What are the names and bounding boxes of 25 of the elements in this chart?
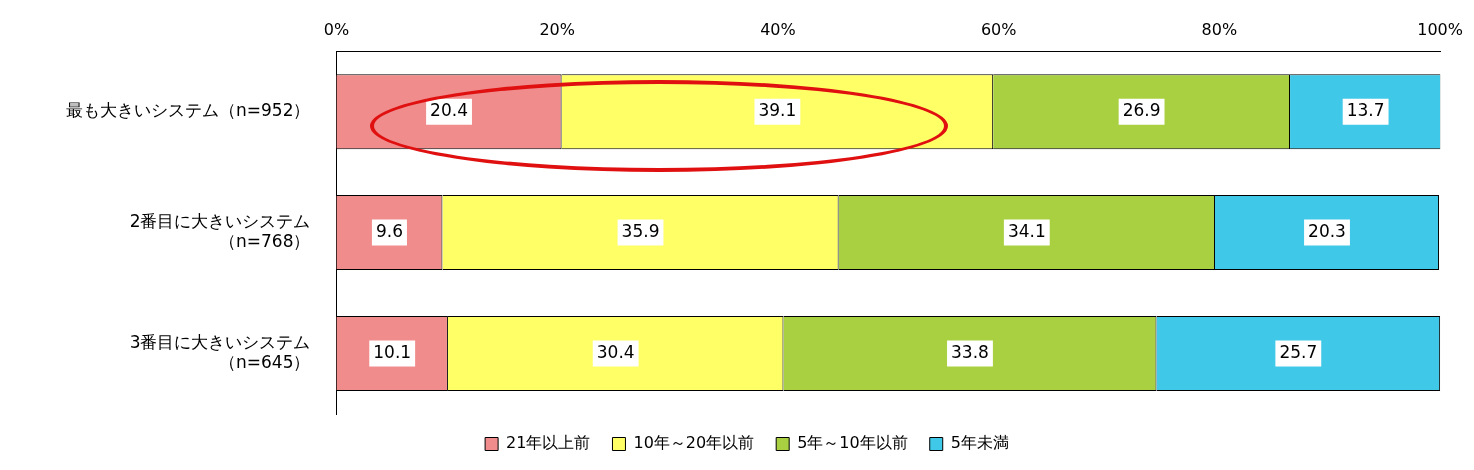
data-label: 20.3: [1308, 221, 1346, 242]
data-label: 26.9: [1122, 100, 1161, 121]
data-label: 10.1: [373, 341, 412, 362]
y-tick-label: 2番目に大きいシステム（n=768）: [129, 210, 311, 252]
x-tick-label: 20%: [539, 19, 575, 39]
data-label: 25.7: [1279, 341, 1318, 362]
legend-label: 5年未満: [950, 433, 1009, 453]
data-label: 30.4: [596, 341, 635, 362]
data-label: 33.8: [951, 341, 989, 362]
data-label: 39.1: [758, 100, 797, 121]
x-tick-label: 0%: [323, 19, 350, 39]
legend-label: 10年～20年以前: [633, 433, 755, 453]
x-tick-label: 80%: [1201, 19, 1238, 39]
legend-label: 21年以上前: [506, 433, 591, 453]
x-tick-label: 60%: [980, 19, 1017, 39]
y-tick-label: 最も大きいシステム（n=952）: [66, 100, 311, 121]
data-label: 20.4: [430, 100, 468, 121]
data-label: 9.6: [375, 221, 403, 242]
data-label: 35.9: [621, 221, 660, 242]
data-label: 13.7: [1346, 100, 1385, 121]
y-tick-label: 3番目に大きいシステム（n=645）: [129, 331, 311, 373]
data-label: 34.1: [1007, 221, 1046, 242]
x-tick-label: 40%: [760, 19, 796, 39]
legend-label: 5年～10年以前: [797, 433, 908, 453]
x-tick-label: 100%: [1417, 19, 1463, 39]
